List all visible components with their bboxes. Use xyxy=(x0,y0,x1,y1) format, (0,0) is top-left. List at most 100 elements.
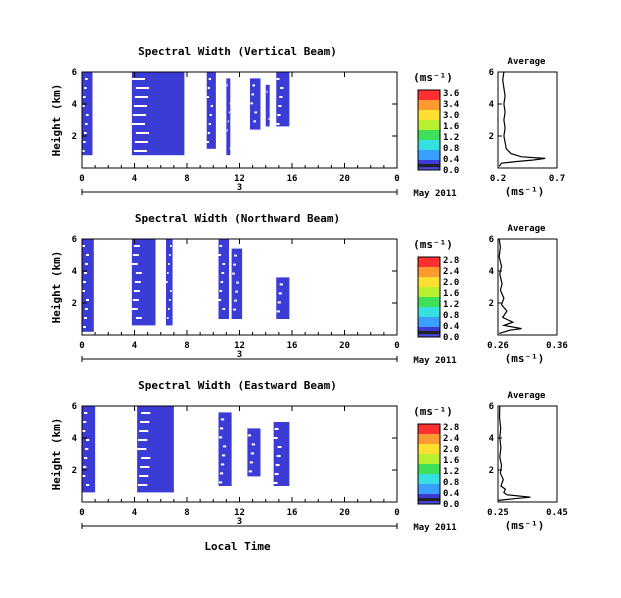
cell-gap xyxy=(135,87,149,89)
colorbar-swatch xyxy=(418,158,440,161)
cell-gap xyxy=(132,254,139,256)
cell-gap xyxy=(273,437,278,439)
x-tick-label: 8 xyxy=(184,508,189,518)
colorbar-tick-label: 0.0 xyxy=(443,166,459,176)
cell-gap xyxy=(139,475,149,477)
cell-gap xyxy=(86,114,89,116)
colorbar-swatch xyxy=(418,156,440,159)
cell-gap xyxy=(269,108,271,111)
colorbar-swatch xyxy=(418,450,440,453)
colorbar-swatch xyxy=(418,313,440,316)
x-axis-label: Local Time xyxy=(204,540,271,553)
colorbar-swatch xyxy=(418,293,440,296)
colorbar-swatch xyxy=(418,488,440,491)
x-tick-label: 4 xyxy=(132,508,138,518)
cell-gap xyxy=(82,290,85,292)
cell-gap xyxy=(249,461,254,464)
cell-gap xyxy=(85,448,89,450)
colorbar-swatch xyxy=(418,301,440,304)
date-label: May 2011 xyxy=(413,523,456,533)
cell-gap xyxy=(222,308,226,310)
colorbar-swatch xyxy=(418,152,440,155)
y-tick-label: 4 xyxy=(72,434,78,444)
colorbar-swatch xyxy=(418,442,440,445)
y-tick-label: 4 xyxy=(72,100,78,110)
colorbar-swatch xyxy=(418,273,440,276)
avg-x-label: (ms⁻¹) xyxy=(505,185,545,198)
x-tick-label: 20 xyxy=(339,341,350,351)
data-cell xyxy=(166,239,173,326)
cell-gap xyxy=(247,434,252,437)
y-axis-label: Height (km) xyxy=(50,418,63,491)
colorbar-swatch xyxy=(418,309,440,312)
cell-gap xyxy=(279,96,283,98)
colorbar-swatch xyxy=(418,92,440,95)
cell-gap xyxy=(167,317,169,319)
cell-gap xyxy=(222,445,227,448)
cell-gap xyxy=(86,254,89,256)
colorbar-swatch xyxy=(418,428,440,431)
cell-gap xyxy=(280,87,284,89)
cell-gap xyxy=(167,272,169,274)
cell-gap xyxy=(227,120,229,123)
colorbar-swatch xyxy=(418,134,440,137)
colorbar-unit: (ms⁻¹) xyxy=(413,238,453,251)
colorbar-swatch xyxy=(418,432,440,435)
cell-gap xyxy=(84,87,87,89)
average-frame xyxy=(497,238,558,336)
colorbar-swatch xyxy=(418,118,440,121)
colorbar-swatch xyxy=(418,144,440,147)
date-label: May 2011 xyxy=(413,356,456,366)
colorbar-tick-label: 0.4 xyxy=(443,489,460,499)
data-cell xyxy=(265,84,270,127)
colorbar-swatch xyxy=(418,492,440,495)
cell-gap xyxy=(206,141,209,143)
colorbar-swatch xyxy=(418,98,440,101)
colorbar-swatch xyxy=(418,166,440,169)
x-tick-label: 4 xyxy=(132,341,138,351)
avg-x-tick-label: 0.36 xyxy=(546,341,568,351)
colorbar-swatch xyxy=(418,259,440,262)
data-cell xyxy=(231,248,243,319)
colorbar-band xyxy=(418,164,440,167)
cell-gap xyxy=(236,281,239,284)
colorbar-swatch xyxy=(418,160,440,163)
avg-y-tick-label: 4 xyxy=(489,267,495,277)
cell-gap xyxy=(82,150,85,152)
colorbar-swatch xyxy=(418,476,440,479)
cell-gap xyxy=(82,245,85,247)
cell-gap xyxy=(270,99,272,102)
colorbar-swatch xyxy=(418,154,440,157)
colorbar-swatch xyxy=(418,128,440,131)
colorbar-swatch xyxy=(418,434,440,437)
colorbar-swatch xyxy=(418,275,440,278)
colorbar-swatch xyxy=(418,130,440,133)
cell-gap xyxy=(219,290,223,292)
cell-gap xyxy=(208,123,211,125)
cell-gap xyxy=(83,281,86,283)
cell-gap xyxy=(133,105,147,107)
colorbar-swatch xyxy=(418,148,440,151)
cell-gap xyxy=(276,310,280,313)
avg-y-tick-label: 6 xyxy=(489,68,494,78)
colorbar-tick-label: 1.2 xyxy=(443,133,459,143)
colorbar-tick-label: 2.0 xyxy=(443,278,459,288)
colorbar-tick-label: 0.8 xyxy=(443,478,459,488)
colorbar-swatch xyxy=(418,482,440,485)
colorbar-swatch xyxy=(418,452,440,455)
cell-gap xyxy=(277,114,281,116)
data-cell xyxy=(218,412,232,486)
cell-gap xyxy=(233,308,236,311)
colorbar-swatch xyxy=(418,112,440,115)
avg-x-tick-label: 0.25 xyxy=(487,508,509,518)
average-frame xyxy=(497,405,558,503)
data-cell xyxy=(218,239,229,319)
cell-gap xyxy=(275,464,280,466)
colorbar-swatch xyxy=(418,335,440,338)
cell-gap xyxy=(169,254,171,256)
cell-gap xyxy=(131,263,138,265)
colorbar-band xyxy=(418,498,440,501)
colorbar-swatch xyxy=(418,311,440,314)
colorbar-frame xyxy=(417,256,441,338)
data-cell xyxy=(276,72,290,127)
